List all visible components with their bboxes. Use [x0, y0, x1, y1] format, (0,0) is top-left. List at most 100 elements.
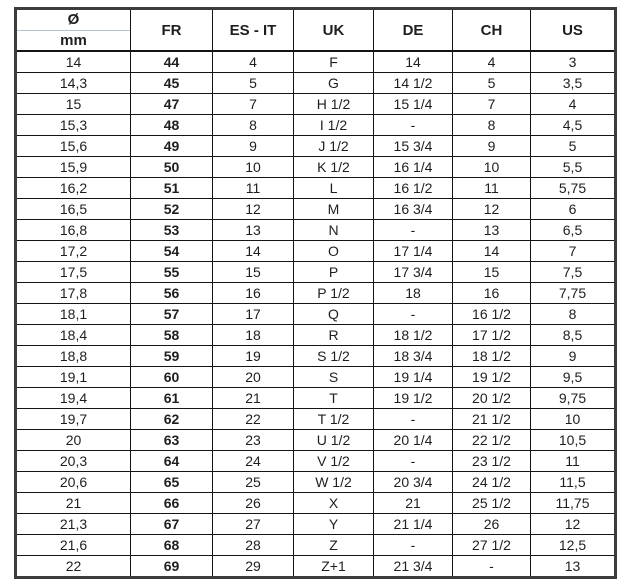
uk-cell: V 1/2	[293, 450, 374, 472]
ch-cell: 19 1/2	[452, 366, 531, 388]
us-cell: 7,5	[530, 261, 616, 283]
fr-cell: 63	[130, 429, 213, 451]
de-cell: 21 1/4	[373, 513, 453, 535]
ch-cell: 16 1/2	[452, 303, 531, 325]
us-cell: 11,5	[530, 471, 616, 493]
de-cell: 19 1/2	[373, 387, 453, 409]
es-it-cell: 7	[212, 93, 294, 115]
fr-cell: 55	[130, 261, 213, 283]
table-row: 19,1 60 20 S 19 1/4 19 1/2 9,5	[15, 366, 616, 388]
diameter-header-stack: Ø mm	[17, 10, 130, 49]
fr-cell: 49	[130, 135, 213, 157]
fr-cell: 67	[130, 513, 213, 535]
uk-cell: Z+1	[293, 555, 374, 578]
uk-cell: Q	[293, 303, 374, 325]
de-cell: -	[373, 534, 453, 556]
us-cell: 3	[530, 50, 616, 73]
table-row: 16,2 51 11 L 16 1/2 11 5,75	[15, 177, 616, 199]
de-cell: -	[373, 450, 453, 472]
us-cell: 5	[530, 135, 616, 157]
us-cell: 4	[530, 93, 616, 115]
mm-cell: 17,5	[15, 261, 131, 283]
mm-cell: 15	[15, 93, 131, 115]
de-cell: 16 3/4	[373, 198, 453, 220]
uk-cell: S	[293, 366, 374, 388]
mm-cell: 20,6	[15, 471, 131, 493]
ch-cell: 9	[452, 135, 531, 157]
uk-cell: K 1/2	[293, 156, 374, 178]
fr-cell: 69	[130, 555, 213, 578]
mm-cell: 18,4	[15, 324, 131, 346]
table-row: 14 44 4 F 14 4 3	[15, 50, 616, 73]
us-cell: 13	[530, 555, 616, 578]
ch-cell: 5	[452, 72, 531, 94]
es-it-cell: 21	[212, 387, 294, 409]
de-cell: 14	[373, 50, 453, 73]
mm-cell: 21,6	[15, 534, 131, 556]
ch-cell: 10	[452, 156, 531, 178]
table-row: 22 69 29 Z+1 21 3/4-13	[15, 555, 616, 578]
mm-cell: 15,6	[15, 135, 131, 157]
uk-cell: R	[293, 324, 374, 346]
table-row: 18,8 59 19 S 1/2 18 3/4 18 1/2 9	[15, 345, 616, 367]
uk-cell: J 1/2	[293, 135, 374, 157]
mm-cell: 15,9	[15, 156, 131, 178]
uk-cell: O	[293, 240, 374, 262]
diameter-symbol: Ø	[17, 10, 130, 31]
ch-cell: 20 1/2	[452, 387, 531, 409]
mm-cell: 21,3	[15, 513, 131, 535]
table-row: 18,1 57 17 Q -16 1/2 8	[15, 303, 616, 325]
ch-cell: 26	[452, 513, 531, 535]
ch-cell: 8	[452, 114, 531, 136]
uk-cell: T	[293, 387, 374, 409]
fr-cell: 50	[130, 156, 213, 178]
es-it-cell: 19	[212, 345, 294, 367]
mm-cell: 19,7	[15, 408, 131, 430]
table-row: 16,5 52 12 M 16 3/4 12 6	[15, 198, 616, 220]
uk-cell: S 1/2	[293, 345, 374, 367]
fr-cell: 47	[130, 93, 213, 115]
uk-cell: W 1/2	[293, 471, 374, 493]
es-it-cell: 29	[212, 555, 294, 578]
us-cell: 5,5	[530, 156, 616, 178]
de-cell: 21 3/4	[373, 555, 453, 578]
ch-cell: 11	[452, 177, 531, 199]
ch-cell: 21 1/2	[452, 408, 531, 430]
uk-cell: M	[293, 198, 374, 220]
de-cell: 18	[373, 282, 453, 304]
de-cell: -	[373, 303, 453, 325]
es-it-cell: 17	[212, 303, 294, 325]
de-cell: 14 1/2	[373, 72, 453, 94]
ch-cell: 23 1/2	[452, 450, 531, 472]
de-cell: 21	[373, 492, 453, 514]
es-it-cell: 26	[212, 492, 294, 514]
table-row: 19,7 62 22 T 1/2-21 1/2 10	[15, 408, 616, 430]
mm-cell: 17,2	[15, 240, 131, 262]
ch-cell: 27 1/2	[452, 534, 531, 556]
fr-cell: 58	[130, 324, 213, 346]
mm-cell: 14,3	[15, 72, 131, 94]
ch-cell: 16	[452, 282, 531, 304]
es-it-cell: 20	[212, 366, 294, 388]
es-it-cell: 13	[212, 219, 294, 241]
fr-cell: 57	[130, 303, 213, 325]
fr-cell: 64	[130, 450, 213, 472]
column-header-de: DE	[373, 8, 453, 52]
table-row: 17,8 56 16 P 1/2 18 16 7,75	[15, 282, 616, 304]
es-it-cell: 28	[212, 534, 294, 556]
column-header-ch: CH	[452, 8, 531, 52]
es-it-cell: 4	[212, 50, 294, 73]
us-cell: 6	[530, 198, 616, 220]
uk-cell: L	[293, 177, 374, 199]
table-row: 19,4 61 21 T 19 1/2 20 1/2 9,75	[15, 387, 616, 409]
table-row: 20,6 65 25 W 1/2 20 3/4 24 1/2 11,5	[15, 471, 616, 493]
us-cell: 7	[530, 240, 616, 262]
es-it-cell: 8	[212, 114, 294, 136]
mm-cell: 19,1	[15, 366, 131, 388]
fr-cell: 66	[130, 492, 213, 514]
column-header-diameter-mm: Ø mm	[15, 8, 131, 52]
de-cell: 18 1/2	[373, 324, 453, 346]
de-cell: 20 1/4	[373, 429, 453, 451]
uk-cell: H 1/2	[293, 93, 374, 115]
table-row: 18,4 58 18 R 18 1/2 17 1/2 8,5	[15, 324, 616, 346]
